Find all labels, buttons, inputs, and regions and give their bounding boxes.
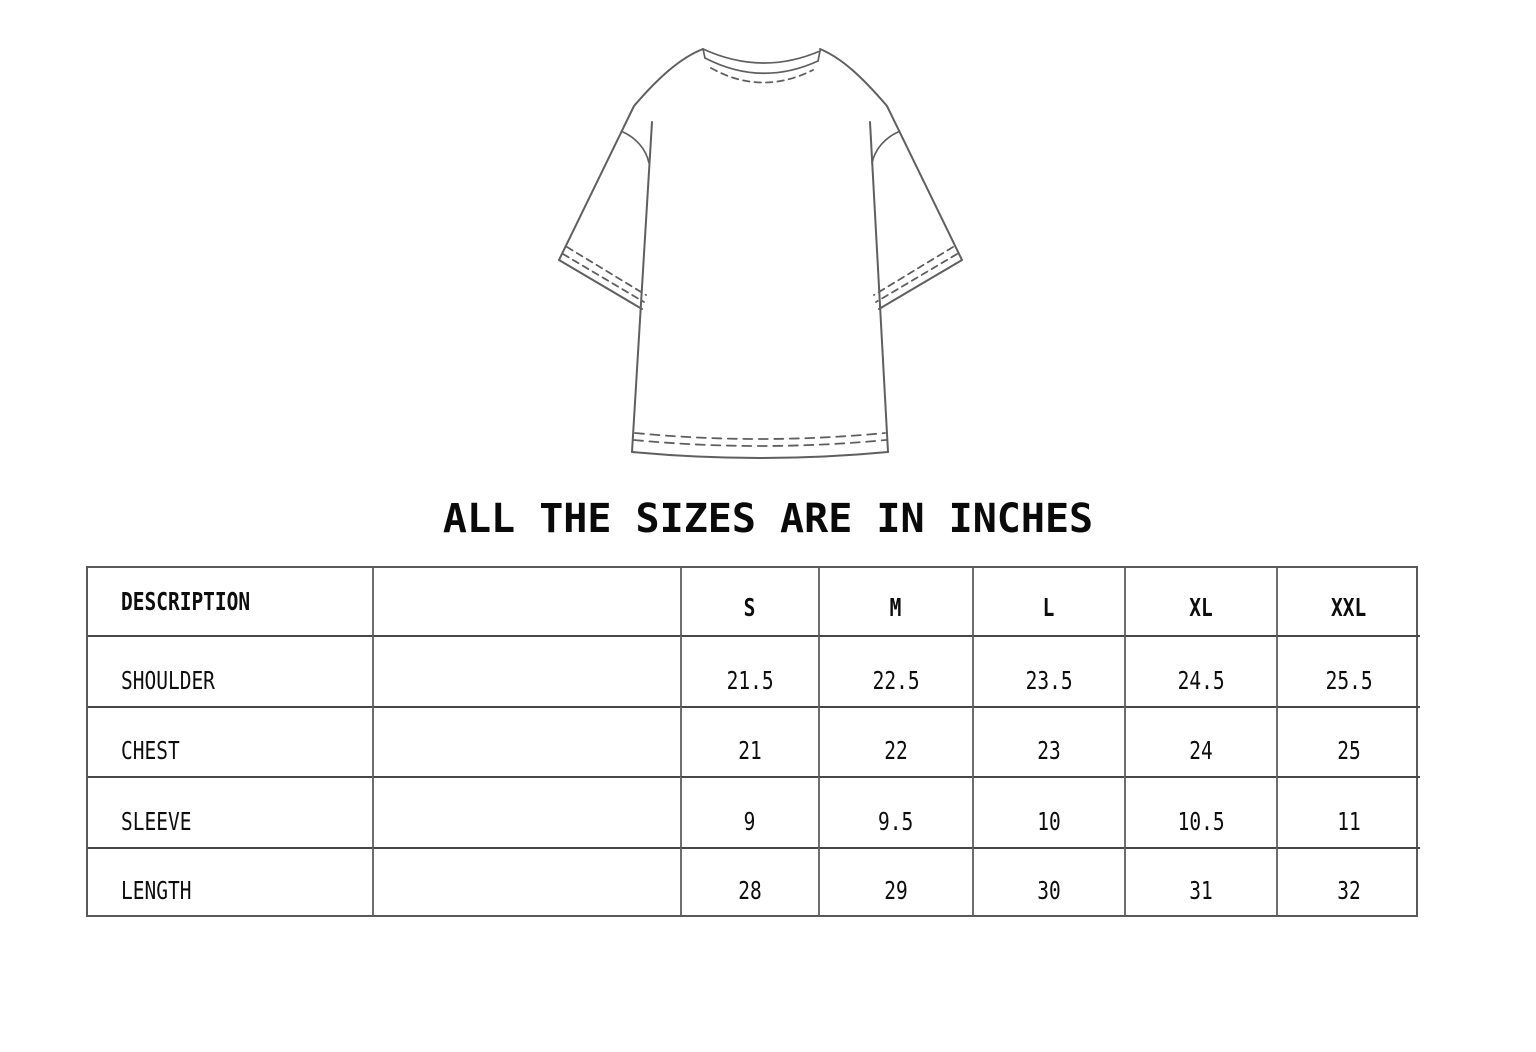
column-header-description: DESCRIPTION bbox=[88, 568, 372, 635]
column-header-size-l: L bbox=[972, 568, 1124, 635]
value-cell-sleeve-s: 9 bbox=[680, 776, 818, 847]
note-cell bbox=[372, 635, 680, 706]
value-cell-chest-xl: 24 bbox=[1124, 706, 1276, 776]
value-cell-chest-xxl: 25 bbox=[1276, 706, 1420, 776]
column-header-size-s: S bbox=[680, 568, 818, 635]
tshirt-back-sketch bbox=[558, 48, 963, 459]
value-cell-length-xxl: 32 bbox=[1276, 847, 1420, 915]
size-chart-page: ALL THE SIZES ARE IN INCHES DESCRIPTION … bbox=[0, 28, 1536, 1052]
value-cell-chest-s: 21 bbox=[680, 706, 818, 776]
value-cell-shoulder-xxl: 25.5 bbox=[1276, 635, 1420, 706]
value-cell-sleeve-l: 10 bbox=[972, 776, 1124, 847]
value-cell-shoulder-xl: 24.5 bbox=[1124, 635, 1276, 706]
value-cell-shoulder-l: 23.5 bbox=[972, 635, 1124, 706]
column-header-size-xxl: XXL bbox=[1276, 568, 1420, 635]
value-cell-shoulder-s: 21.5 bbox=[680, 635, 818, 706]
row-label-length: LENGTH bbox=[88, 847, 372, 915]
tshirt-left-armhole-seam bbox=[622, 131, 650, 164]
row-label-shoulder: SHOULDER bbox=[88, 635, 372, 706]
note-cell bbox=[372, 847, 680, 915]
page-title: ALL THE SIZES ARE IN INCHES bbox=[442, 496, 1094, 542]
tshirt-collar-outer bbox=[702, 48, 821, 64]
tshirt-left-sleeve-outline bbox=[558, 48, 704, 310]
size-chart-table: DESCRIPTION S M L XL XXL SHOULDER 21.5 bbox=[86, 566, 1420, 917]
tshirt-collar-inner bbox=[704, 57, 819, 75]
value-cell-sleeve-xl: 10.5 bbox=[1124, 776, 1276, 847]
tshirt-right-armhole-seam bbox=[871, 131, 899, 164]
value-cell-chest-m: 22 bbox=[818, 706, 972, 776]
tshirt-collar-stitch bbox=[710, 67, 814, 84]
tshirt-right-cuff-stitch bbox=[873, 246, 958, 303]
row-label-chest: CHEST bbox=[88, 706, 372, 776]
value-cell-sleeve-m: 9.5 bbox=[818, 776, 972, 847]
tshirt-right-body-edge bbox=[869, 121, 889, 453]
tshirt-left-cuff-stitch bbox=[562, 246, 647, 303]
column-header-blank bbox=[372, 568, 680, 635]
value-cell-length-s: 28 bbox=[680, 847, 818, 915]
tshirt-right-sleeve-outline bbox=[819, 48, 963, 310]
value-cell-sleeve-xxl: 11 bbox=[1276, 776, 1420, 847]
note-cell bbox=[372, 776, 680, 847]
row-label-sleeve: SLEEVE bbox=[88, 776, 372, 847]
value-cell-length-l: 30 bbox=[972, 847, 1124, 915]
column-header-size-xl: XL bbox=[1124, 568, 1276, 635]
tshirt-hem-stitch bbox=[633, 432, 887, 447]
value-cell-length-xl: 31 bbox=[1124, 847, 1276, 915]
tshirt-collar-ticks bbox=[702, 48, 821, 62]
note-cell bbox=[372, 706, 680, 776]
column-header-description-label: DESCRIPTION bbox=[121, 587, 251, 616]
value-cell-length-m: 29 bbox=[818, 847, 972, 915]
tshirt-hem-edge bbox=[631, 451, 889, 459]
column-header-size-m: M bbox=[818, 568, 972, 635]
tshirt-left-body-edge bbox=[631, 121, 653, 453]
value-cell-shoulder-m: 22.5 bbox=[818, 635, 972, 706]
value-cell-chest-l: 23 bbox=[972, 706, 1124, 776]
